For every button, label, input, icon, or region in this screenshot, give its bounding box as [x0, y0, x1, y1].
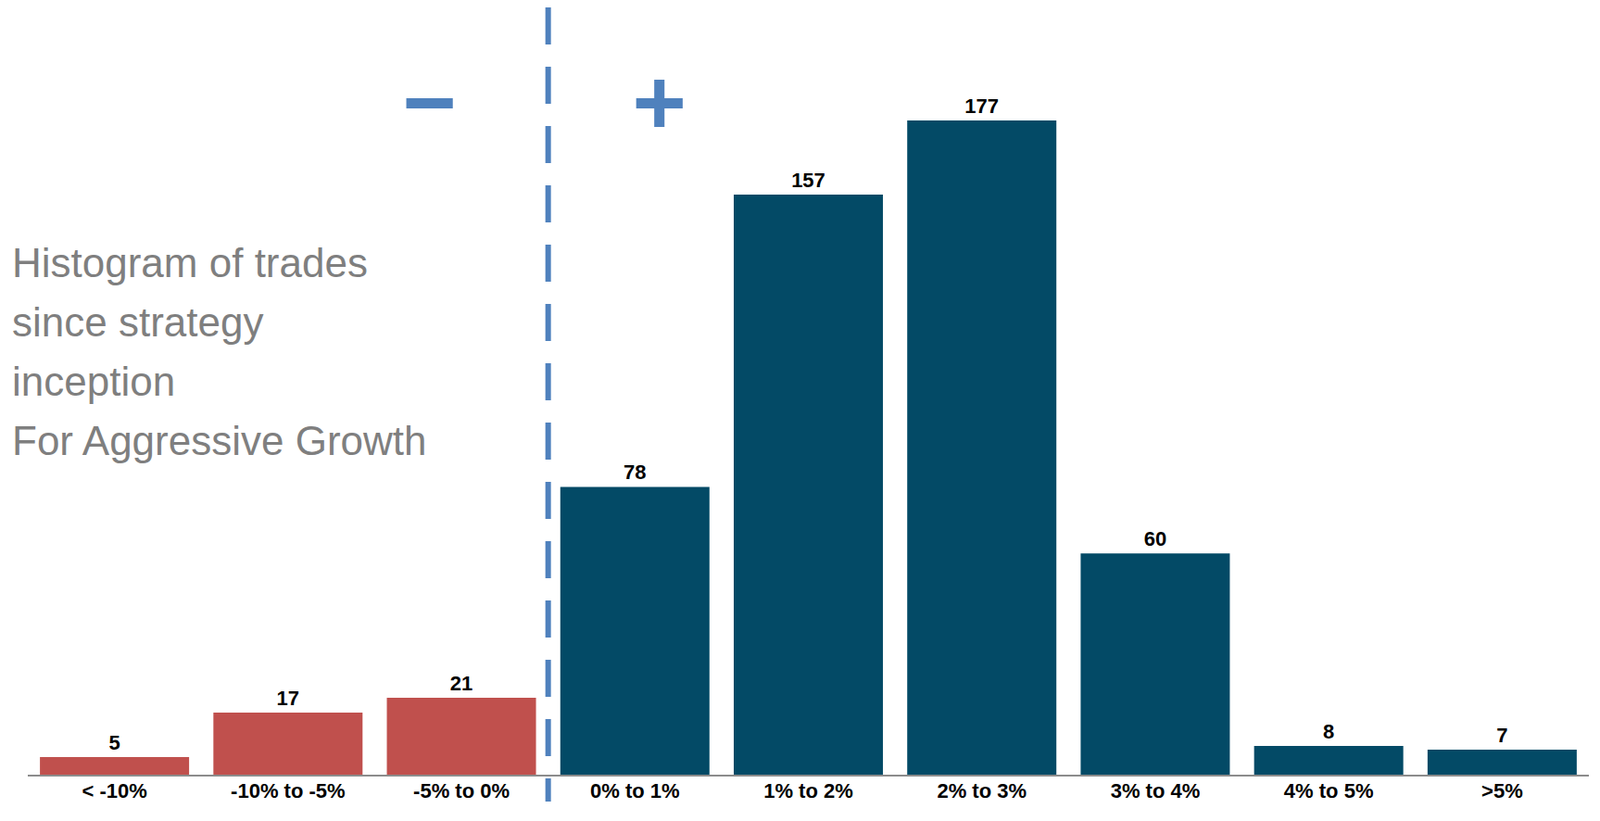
svg-text:4% to 5%: 4% to 5% — [1284, 779, 1374, 803]
svg-text:177: 177 — [964, 94, 999, 118]
svg-text:>5%: >5% — [1481, 779, 1524, 803]
svg-text:21: 21 — [450, 671, 473, 695]
svg-text:0% to 1%: 0% to 1% — [590, 779, 681, 803]
svg-text:2% to 3%: 2% to 3% — [936, 779, 1027, 803]
svg-text:8: 8 — [1322, 719, 1335, 744]
svg-text:7: 7 — [1496, 723, 1508, 747]
svg-text:3% to 4%: 3% to 4% — [1110, 779, 1201, 803]
svg-text:157: 157 — [791, 168, 826, 192]
svg-text:17: 17 — [277, 686, 300, 710]
svg-text:-10% to -5%: -10% to -5% — [230, 779, 345, 803]
html-text:Histogram of trades since stra: Histogram of trades since strategy incep… — [12, 239, 427, 464]
svg-text:78: 78 — [623, 460, 646, 484]
svg-text:< -10%: < -10% — [81, 779, 147, 803]
svg-text:5: 5 — [108, 730, 120, 755]
svg-text:60: 60 — [1144, 527, 1167, 551]
svg-text:1% to 2%: 1% to 2% — [763, 779, 854, 803]
svg-text:-5% to 0%: -5% to 0% — [413, 779, 510, 803]
